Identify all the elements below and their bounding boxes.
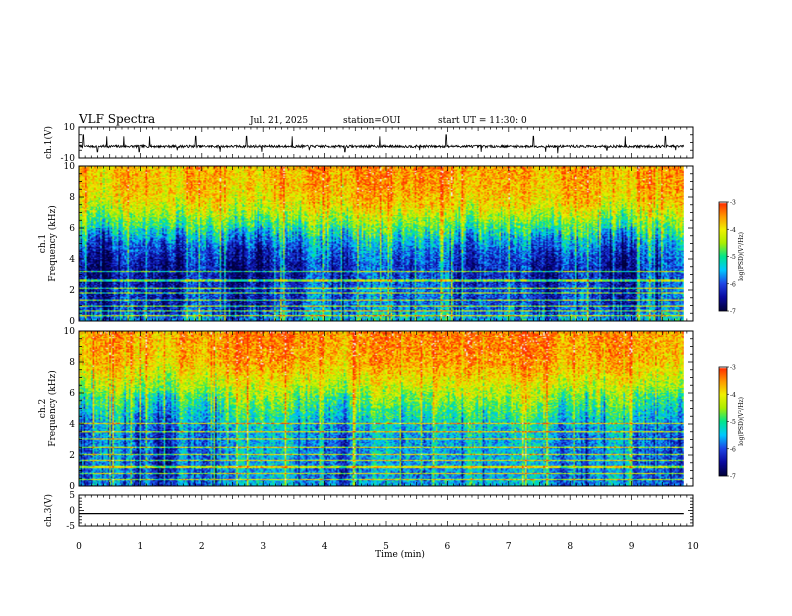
ch3-ytick-top: 5 bbox=[69, 491, 75, 501]
x-tick-label: 5 bbox=[383, 542, 389, 552]
colorbar-tick-label: -4 bbox=[730, 227, 736, 234]
x-tick-label: 10 bbox=[687, 542, 699, 552]
time-axis-label: Time (min) bbox=[375, 549, 425, 560]
y-tick-label: 6 bbox=[69, 224, 75, 234]
colorbar-tick-label: -6 bbox=[730, 281, 736, 288]
y-tick-label: 0 bbox=[69, 317, 75, 327]
figure-title: VLF Spectra bbox=[78, 112, 155, 126]
colorbar-tick-label: -7 bbox=[730, 474, 736, 481]
ch2-colorbar-ticks: -3 -4 -5 -6 -7 bbox=[727, 365, 736, 481]
x-tick-label: 8 bbox=[567, 542, 573, 552]
colorbar-tick-label: -3 bbox=[730, 200, 736, 207]
date-label: Jul. 21, 2025 bbox=[249, 116, 308, 126]
start-time-label: start UT = 11:30: 0 bbox=[438, 116, 527, 126]
x-tick-label: 3 bbox=[260, 542, 266, 552]
ch1-spectrogram-ylabel-frequency: Frequency (kHz) bbox=[47, 205, 58, 282]
colorbar-tick-label: -5 bbox=[730, 419, 736, 426]
x-tick-label: 6 bbox=[445, 542, 451, 552]
y-tick-label: 4 bbox=[69, 255, 75, 265]
y-tick-label: 8 bbox=[69, 358, 75, 368]
ch1-waveform-line bbox=[78, 134, 685, 154]
ch2-spectrogram-ylabel-frequency: Frequency (kHz) bbox=[47, 370, 58, 447]
y-tick-label: 6 bbox=[69, 389, 75, 399]
x-tick-label: 7 bbox=[506, 542, 512, 552]
colorbar-tick-label: -3 bbox=[730, 365, 736, 372]
ch2-spectrogram-image bbox=[79, 331, 684, 486]
y-tick-label: 8 bbox=[69, 193, 75, 203]
ch2-colorbar-label: log(PSD)(V²/Hz) bbox=[738, 397, 745, 446]
station-label: station=OUI bbox=[343, 116, 401, 126]
y-tick-label: 2 bbox=[69, 451, 75, 461]
ch1-colorbar-ticks: -3 -4 -5 -6 -7 bbox=[727, 200, 736, 316]
y-tick-label: 0 bbox=[69, 482, 75, 492]
x-tick-label: 0 bbox=[76, 542, 82, 552]
x-tick-label: 4 bbox=[322, 542, 328, 552]
ch1-colorbar-label: log(PSD)(V²/Hz) bbox=[738, 232, 745, 281]
ch3-ylabel: ch.3(V) bbox=[43, 494, 54, 527]
ch1-colorbar bbox=[719, 202, 727, 311]
ch1-spectrogram-ylabel-channel: ch.1 bbox=[38, 234, 48, 253]
ch1-ylabel: ch.1(V) bbox=[43, 126, 54, 159]
time-axis-ticks: 0 1 2 3 4 5 6 7 8 9 10 bbox=[76, 127, 699, 552]
y-tick-label: 10 bbox=[64, 162, 76, 172]
x-tick-label: 9 bbox=[629, 542, 635, 552]
colorbar-tick-label: -7 bbox=[730, 309, 736, 316]
y-tick-label: 10 bbox=[64, 327, 76, 337]
ch1-spectrogram-yticks: 0 2 4 6 8 10 bbox=[64, 162, 693, 327]
ch2-spectrogram-ylabel-channel: ch.2 bbox=[38, 399, 48, 418]
ch3-ytick-middle: 0 bbox=[69, 507, 75, 517]
ch1-spectrogram-image bbox=[79, 166, 684, 321]
y-tick-label: 4 bbox=[69, 420, 75, 430]
ch1-ytick-top: 10 bbox=[64, 123, 76, 133]
y-tick-label: 2 bbox=[69, 286, 75, 296]
ch1-ytick-bottom: -10 bbox=[61, 154, 76, 164]
ch2-colorbar bbox=[719, 367, 727, 476]
x-tick-label: 2 bbox=[199, 542, 205, 552]
colorbar-tick-label: -5 bbox=[730, 254, 736, 261]
colorbar-tick-label: -6 bbox=[730, 446, 736, 453]
colorbar-tick-label: -4 bbox=[730, 392, 736, 399]
x-tick-label: 1 bbox=[138, 542, 144, 552]
ch2-spectrogram-yticks: 0 2 4 6 8 10 bbox=[64, 327, 693, 492]
ch3-ytick-bottom: -5 bbox=[66, 522, 75, 532]
